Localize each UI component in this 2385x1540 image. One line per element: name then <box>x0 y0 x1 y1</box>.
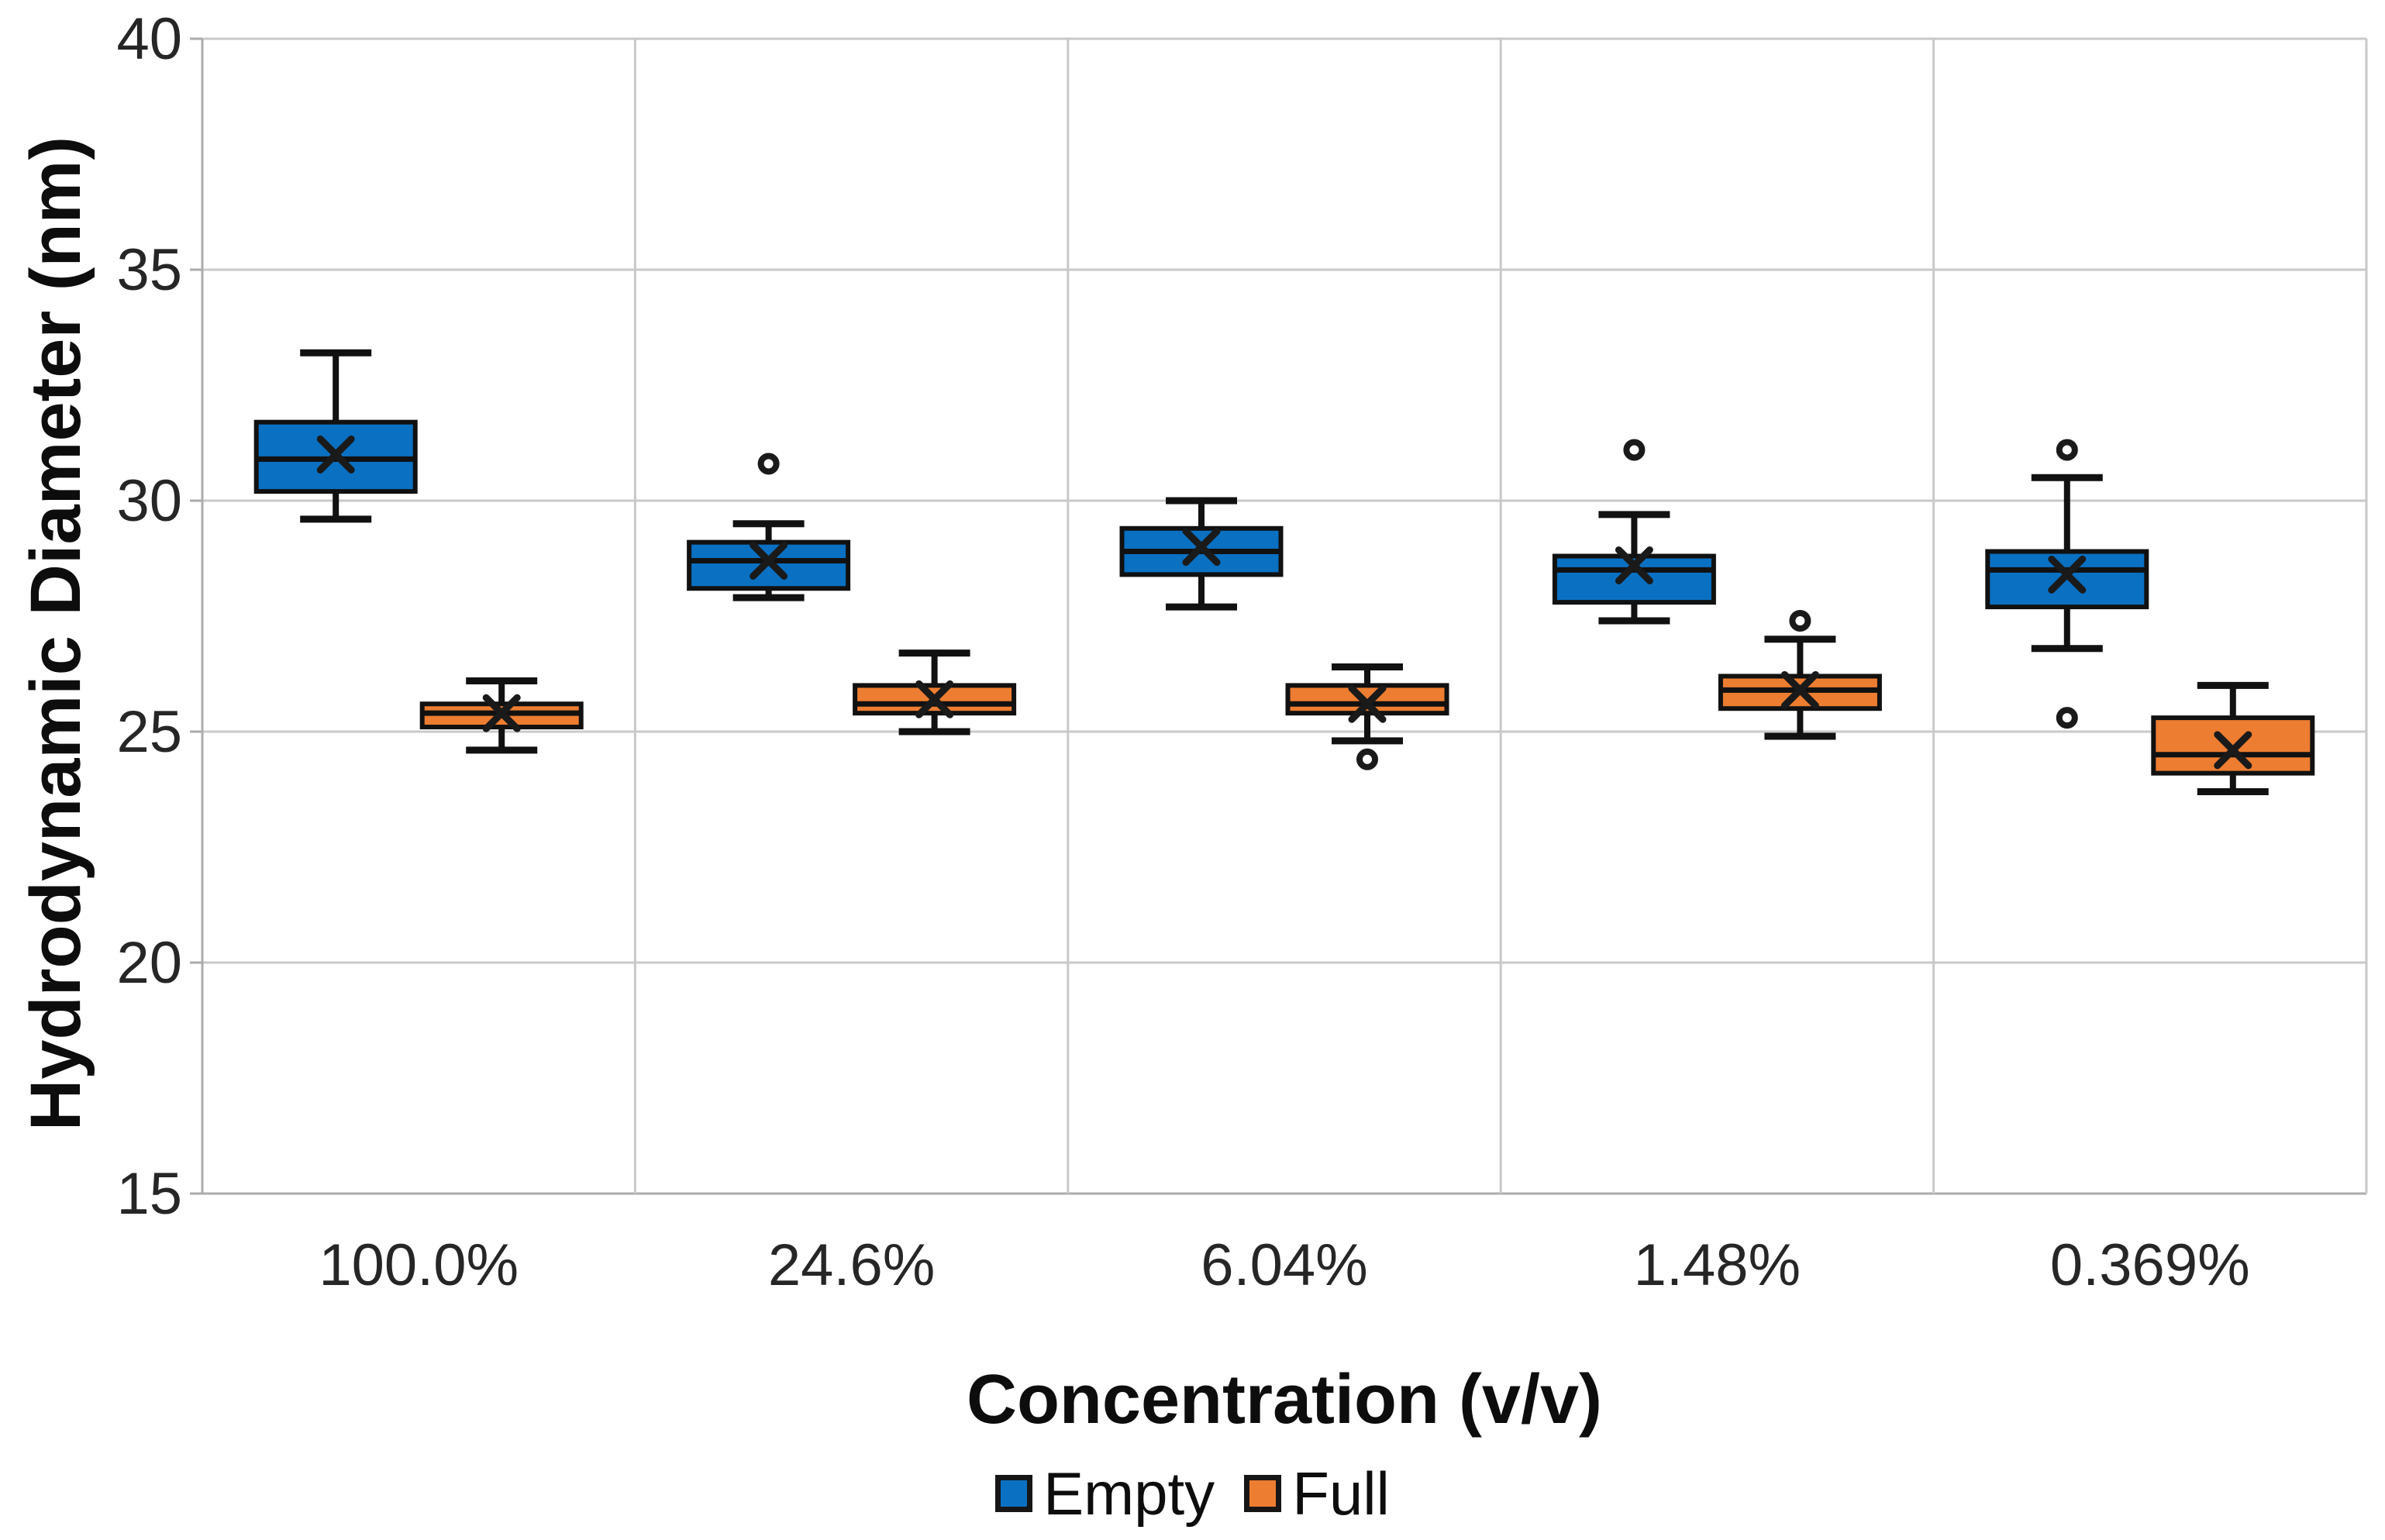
x-axis: 100.0% 24.6% 6.04% 1.48% 0.369% <box>319 1232 2249 1298</box>
legend-swatch-full-icon <box>1244 1475 1282 1512</box>
boxplot-full-100.0% <box>419 677 584 754</box>
mean-marker-icon <box>1348 684 1387 723</box>
mean-marker-icon <box>2048 555 2087 594</box>
boxplot-empty-1.48% <box>1552 439 1716 625</box>
boxplot-empty-6.04% <box>1119 497 1284 611</box>
x-category-label: 1.48% <box>1634 1232 1801 1298</box>
x-category-label: 0.369% <box>2050 1232 2250 1298</box>
outlier-point <box>757 453 780 475</box>
y-axis-title: Hydrodynamic Diameter (nm) <box>16 136 95 1132</box>
boxplot-empty-0.369% <box>1985 439 2149 729</box>
outlier-point <box>2056 707 2078 729</box>
mean-marker-icon <box>316 435 355 474</box>
boxplot-full-6.04% <box>1285 663 1449 770</box>
mean-marker-icon <box>750 541 788 580</box>
y-tick-label: 30 <box>116 468 182 534</box>
mean-marker-icon <box>915 680 954 718</box>
legend-label-empty: Empty <box>1043 1459 1215 1528</box>
boxplot-empty-24.6% <box>687 453 851 601</box>
outlier-point <box>1623 439 1646 461</box>
outlier-point <box>2056 439 2078 461</box>
y-tick-label: 15 <box>116 1161 182 1227</box>
y-tick-label: 25 <box>116 699 182 765</box>
series-full <box>419 609 2315 795</box>
mean-marker-icon <box>1780 670 1819 709</box>
legend-item-full: Full <box>1244 1463 1390 1524</box>
x-axis-title: Concentration (v/v) <box>966 1361 1603 1438</box>
y-tick-label: 20 <box>116 930 182 996</box>
x-category-label: 24.6% <box>768 1232 936 1298</box>
mean-marker-icon <box>1182 528 1221 567</box>
mean-marker-icon <box>1615 546 1653 584</box>
mean-marker-icon <box>2214 731 2252 770</box>
legend-item-empty: Empty <box>995 1463 1215 1524</box>
legend-swatch-empty-icon <box>995 1475 1033 1512</box>
series-empty <box>253 349 2149 729</box>
gridlines <box>201 37 2368 1195</box>
y-tick-label: 40 <box>116 6 182 72</box>
boxplot-full-24.6% <box>853 649 1017 736</box>
x-category-label: 100.0% <box>319 1232 519 1298</box>
mean-marker-icon <box>482 694 521 732</box>
boxplot-empty-100.0% <box>253 349 418 523</box>
x-category-label: 6.04% <box>1201 1232 1368 1298</box>
y-axis: 40 35 30 25 20 15 <box>116 6 202 1227</box>
legend: Empty Full <box>0 1451 2385 1536</box>
boxplot-full-0.369% <box>2151 681 2315 795</box>
outlier-point <box>1356 748 1378 770</box>
outlier-point <box>1789 609 1811 632</box>
legend-label-full: Full <box>1292 1459 1390 1528</box>
y-tick-label: 35 <box>116 237 182 303</box>
boxplot-full-1.48% <box>1718 609 1882 740</box>
